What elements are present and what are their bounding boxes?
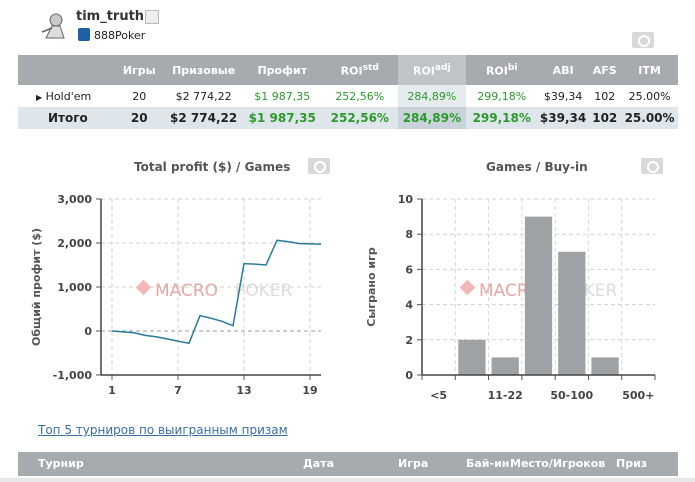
profit-chart-title: Total profit ($) / Games	[134, 160, 291, 174]
x-tick-label: 19	[302, 384, 317, 397]
cell-roi-bi: 299,18%	[477, 89, 527, 103]
y-tick-label: 2	[405, 334, 413, 347]
total-roi-bi: 299,18%	[465, 107, 538, 129]
y-tick-label: 4	[405, 299, 413, 312]
profit-y-label: Общий профит ($)	[30, 228, 43, 346]
divider	[0, 478, 695, 482]
total-roi-adj: 284,89%	[398, 107, 466, 129]
bar	[458, 339, 486, 375]
col-header-games[interactable]: Игры	[114, 55, 165, 85]
y-tick-label: 6	[405, 263, 413, 276]
y-tick-label: 3,000	[57, 193, 92, 206]
cell-roi-std: 252,56%	[335, 89, 385, 103]
stats-table: Игры Призовые Профит ROIstd ROIadj ROIbi…	[18, 55, 678, 129]
x-tick-label: 50-100	[550, 389, 593, 402]
col-date[interactable]: Дата	[303, 457, 335, 470]
poker-room-icon	[78, 28, 90, 41]
y-tick-label: 8	[405, 228, 413, 241]
profile-toggle-icon[interactable]	[145, 10, 159, 24]
col-header-abi[interactable]: ABI	[537, 55, 589, 85]
col-game[interactable]: Игра	[398, 457, 429, 470]
bar	[524, 216, 553, 375]
bar	[491, 357, 519, 375]
cell-abi: $39,34	[543, 89, 583, 103]
col-prize[interactable]: Приз	[616, 457, 648, 470]
col-header-afs[interactable]: AFS	[588, 55, 622, 85]
y-tick-label: 0	[405, 369, 413, 382]
top5-tournaments-link[interactable]: Топ 5 турниров по выигранным призам	[38, 423, 288, 437]
buyin-chart-camera-icon[interactable]	[641, 158, 663, 174]
col-buyin[interactable]: Бай-ин	[466, 457, 510, 470]
total-prize: $2 774,22	[164, 107, 243, 129]
col-header-roi-bi[interactable]: ROIbi	[465, 55, 538, 85]
poker-room-name: 888Poker	[94, 29, 146, 42]
watermark: MACRO POKER	[135, 279, 293, 301]
watermark-poker: POKER	[235, 281, 293, 301]
total-label: Итого	[18, 107, 115, 129]
total-row: Итого 20 $2 774,22 $1 987,35 252,56% 284…	[18, 107, 678, 129]
col-header-roi-adj[interactable]: ROIadj	[398, 55, 466, 85]
table-row[interactable]: ▶ Hold'em 20 $2 774,22 $1 987,35 252,56%…	[18, 85, 678, 107]
col-tournament[interactable]: Турнир	[38, 457, 84, 470]
cell-itm: 25.00%	[628, 89, 671, 103]
stats-header-row: Игры Призовые Профит ROIstd ROIadj ROIbi…	[18, 55, 678, 85]
y-tick-label: -1,000	[53, 369, 93, 382]
x-tick-label: 13	[236, 384, 251, 397]
row-name[interactable]: ▶ Hold'em	[36, 89, 92, 103]
y-tick-label: 10	[398, 193, 414, 206]
expand-arrow-icon[interactable]: ▶	[36, 92, 43, 102]
cell-afs: 102	[594, 89, 616, 103]
buyin-chart-title: Games / Buy-in	[486, 160, 588, 174]
col-header-roi-std[interactable]: ROIstd	[321, 55, 399, 85]
avatar	[41, 13, 65, 39]
x-tick-label: 7	[174, 384, 182, 397]
x-tick-label: 1	[108, 384, 116, 397]
camera-icon[interactable]	[632, 32, 654, 48]
total-abi: $39,34	[537, 107, 589, 129]
total-afs: 102	[588, 107, 622, 129]
cell-roi-adj: 284,89%	[398, 85, 466, 107]
watermark-macro: MACRO	[155, 281, 218, 301]
profit-series-line	[111, 239, 322, 345]
x-tick-label: 500+	[622, 389, 654, 402]
bar	[558, 251, 586, 375]
y-tick-label: 0	[84, 325, 92, 338]
col-header-prize[interactable]: Призовые	[164, 55, 243, 85]
col-place[interactable]: Место/Игроков	[510, 457, 606, 470]
cell-profit: $1 987,35	[254, 89, 311, 103]
profit-chart-camera-icon[interactable]	[308, 158, 330, 174]
total-roi-std: 252,56%	[321, 107, 399, 129]
bar	[591, 357, 619, 375]
profit-line-chart: MACRO POKER 3,000 2,000 1,000 0 -1,000 1 7 13 19…	[30, 193, 322, 397]
cell-prize: $2 774,22	[175, 89, 232, 103]
x-tick-label: <5	[430, 389, 447, 402]
total-games: 20	[114, 107, 165, 129]
col-header-itm[interactable]: ITM	[621, 55, 678, 85]
x-tick-label: 11-22	[488, 389, 523, 402]
y-tick-label: 2,000	[57, 237, 92, 250]
cell-games: 20	[132, 89, 147, 103]
total-profit: $1 987,35	[242, 107, 322, 129]
col-header-name	[18, 55, 115, 85]
total-itm: 25.00%	[621, 107, 678, 129]
buyin-y-label: Сыграно игр	[365, 247, 378, 327]
y-tick-label: 1,000	[57, 281, 92, 294]
col-header-profit[interactable]: Профит	[242, 55, 322, 85]
username[interactable]: tim_truth	[76, 9, 145, 24]
tournaments-table-header: Турнир Дата Игра Бай-ин Место/Игроков Пр…	[18, 452, 678, 476]
